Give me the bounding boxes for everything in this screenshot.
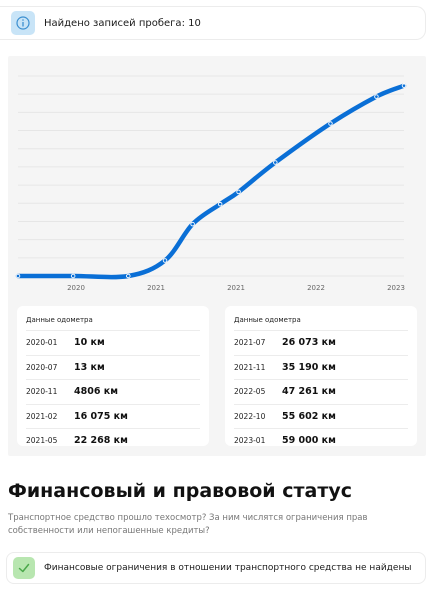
odometer-value: 26 073 км: [282, 337, 336, 349]
odometer-row: 2022-10 55 602 км: [234, 403, 408, 429]
data-point: [190, 221, 195, 227]
odometer-date: 2022-10: [234, 411, 266, 421]
odometer-row: 2021-05 22 268 км: [26, 428, 200, 453]
data-point: [217, 201, 223, 207]
x-tick-label: 2023: [387, 284, 405, 292]
odometer-card-title: Данные одометра: [234, 316, 301, 324]
odometer-row: 2021-07 26 073 км: [234, 330, 408, 355]
odometer-date: 2020-07: [26, 362, 58, 372]
odometer-date: 2022-05: [234, 387, 266, 397]
odometer-value: 59 000 км: [282, 435, 336, 447]
odometer-card-left: Данные одометра 2020-01 10 км 2020-07 13 к…: [17, 306, 209, 446]
odometer-card-title: Данные одометра: [26, 316, 93, 324]
finance-section-title: Финансовый и правовой статус: [8, 480, 352, 502]
data-point: [236, 189, 241, 195]
odometer-value: 55 602 км: [282, 410, 336, 422]
odometer-value: 13 км: [74, 361, 105, 373]
odometer-date: 2023-01: [234, 436, 266, 446]
odometer-row: 2021-11 35 190 км: [234, 354, 408, 380]
odometer-date: 2021-02: [26, 411, 58, 421]
odometer-row: 2022-05 47 261 км: [234, 379, 408, 404]
data-point: [70, 273, 76, 279]
mileage-panel: 2020 2021 2021 2022 2023 Данные одометра 202…: [8, 56, 426, 456]
info-icon: [11, 11, 35, 35]
data-point: [374, 94, 379, 99]
mileage-line: [15, 83, 407, 280]
x-tick-label: 2020: [67, 284, 85, 292]
odometer-date: 2020-01: [26, 338, 58, 348]
odometer-row: 2020-11 4806 км: [26, 379, 200, 404]
x-tick-label: 2021: [227, 284, 245, 292]
odometer-value: 10 км: [74, 337, 105, 349]
odometer-value: 16 075 км: [74, 410, 128, 422]
odometer-row: 2023-01 59 000 км: [234, 428, 408, 453]
odometer-card-right: Данные одометра 2021-07 26 073 км 2021-11…: [225, 306, 417, 446]
odometer-value: 35 190 км: [282, 361, 336, 373]
data-point: [401, 83, 407, 88]
data-point: [328, 121, 333, 126]
data-point: [162, 258, 168, 263]
odometer-value: 47 261 км: [282, 386, 336, 398]
odometer-row: 2021-02 16 075 км: [26, 403, 200, 429]
data-point: [273, 160, 278, 165]
data-point: [15, 273, 21, 279]
check-icon: [13, 557, 35, 579]
finance-section-description: Транспортное средство прошло техосмотр? …: [8, 513, 368, 536]
odometer-date: 2021-07: [234, 338, 266, 348]
odometer-date: 2020-11: [26, 387, 58, 397]
odometer-date: 2021-05: [26, 436, 58, 446]
mileage-records-text: Найдено записей пробега: 10: [44, 17, 201, 29]
odometer-value: 4806 км: [74, 386, 118, 398]
mileage-chart: 2020 2021 2021 2022 2023: [15, 75, 407, 292]
odometer-date: 2021-11: [234, 362, 266, 372]
x-tick-label: 2021: [147, 284, 165, 292]
x-tick-label: 2022: [307, 284, 325, 292]
mileage-records-notice: Найдено записей пробега: 10: [0, 6, 426, 40]
data-point: [126, 273, 131, 279]
odometer-row: 2020-01 10 км: [26, 330, 200, 355]
odometer-value: 22 268 км: [74, 435, 128, 447]
finance-result-text: Финансовые ограничения в отношении транс…: [44, 563, 412, 573]
odometer-row: 2020-07 13 км: [26, 354, 200, 380]
finance-result-card: Финансовые ограничения в отношении транс…: [6, 552, 426, 584]
